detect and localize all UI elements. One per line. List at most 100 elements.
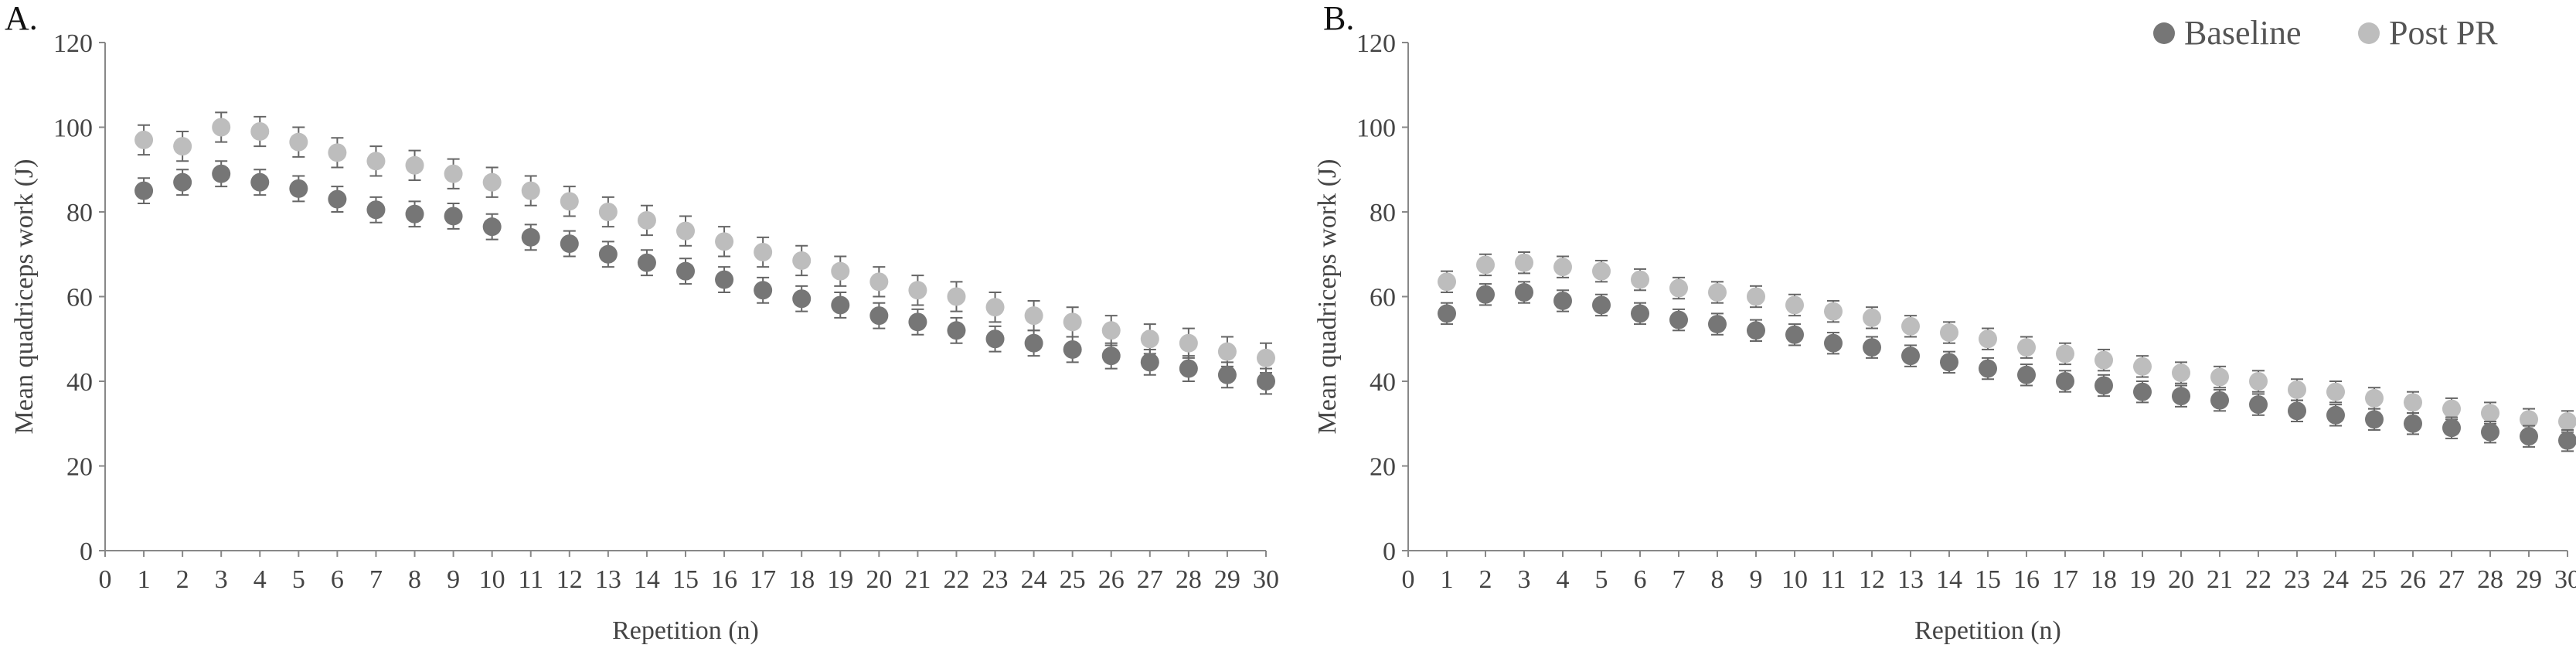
x-tick-label: 22 (943, 565, 969, 594)
data-point-post-pr (1631, 270, 1649, 289)
data-point-post-pr (2558, 412, 2576, 432)
x-tick-label: 12 (1859, 565, 1885, 594)
data-point-post-pr (560, 192, 579, 211)
x-tick-label: 2 (176, 565, 189, 594)
data-point-post-pr (598, 203, 618, 221)
y-tick-label: 80 (1370, 199, 1396, 227)
y-tick-label: 100 (53, 114, 93, 143)
data-point-baseline (869, 306, 889, 326)
x-tick-label: 6 (1634, 565, 1647, 594)
data-point-baseline (1824, 333, 1843, 353)
x-axis-title: Repetition (n) (1914, 616, 2061, 645)
data-point-post-pr (1257, 348, 1275, 367)
x-tick-label: 21 (904, 565, 931, 594)
data-point-post-pr (947, 287, 966, 306)
data-point-baseline (2520, 427, 2538, 446)
data-point-post-pr (2094, 350, 2113, 370)
data-point-post-pr (444, 164, 463, 183)
data-point-post-pr (2365, 388, 2384, 408)
data-point-post-pr (212, 118, 231, 137)
data-point-baseline (1140, 353, 1159, 372)
data-point-baseline (715, 270, 734, 289)
data-point-baseline (521, 227, 540, 247)
x-tick-label: 12 (556, 565, 583, 594)
data-point-baseline (1940, 353, 1958, 372)
data-point-post-pr (1063, 312, 1082, 332)
data-point-post-pr (1024, 306, 1043, 326)
x-tick-label: 14 (1936, 565, 1962, 594)
x-tick-label: 29 (2516, 565, 2542, 594)
y-tick-label: 120 (1356, 29, 1396, 58)
data-point-post-pr (637, 210, 656, 230)
data-point-baseline (444, 206, 463, 226)
data-point-baseline (1553, 291, 1572, 310)
x-tick-label: 7 (369, 565, 383, 594)
x-tick-label: 23 (2284, 565, 2310, 594)
data-point-baseline (2365, 410, 2384, 429)
data-point-post-pr (1979, 329, 1997, 349)
y-tick-label: 0 (1383, 538, 1396, 566)
data-point-baseline (2288, 401, 2306, 421)
legend-marker-baseline (2153, 22, 2175, 44)
x-tick-label: 24 (2322, 565, 2349, 594)
data-point-post-pr (1438, 272, 1456, 292)
data-point-baseline (637, 253, 656, 272)
data-point-post-pr (173, 137, 192, 156)
data-point-post-pr (2442, 399, 2461, 418)
data-point-post-pr (2404, 393, 2422, 412)
panel-label: B. (1323, 0, 1354, 37)
x-tick-label: 21 (2207, 565, 2233, 594)
data-point-post-pr (792, 251, 812, 270)
data-point-post-pr (1901, 316, 1920, 336)
data-point-post-pr (1217, 342, 1237, 361)
data-point-post-pr (2017, 338, 2036, 357)
data-point-baseline (1631, 304, 1649, 323)
data-point-baseline (1592, 295, 1611, 315)
y-axis-title: Mean quadriceps work (J) (1313, 159, 1342, 435)
legend-marker-post-pr (2358, 22, 2380, 44)
data-point-baseline (947, 321, 966, 340)
x-tick-label: 24 (1021, 565, 1047, 594)
x-tick-label: 30 (2554, 565, 2576, 594)
y-tick-label: 40 (1370, 368, 1396, 397)
x-tick-label: 17 (2052, 565, 2078, 594)
x-tick-label: 18 (788, 565, 815, 594)
x-tick-label: 3 (1518, 565, 1531, 594)
data-point-post-pr (1140, 329, 1159, 349)
data-point-post-pr (521, 181, 540, 200)
x-tick-label: 4 (1557, 565, 1570, 594)
x-tick-label: 7 (1673, 565, 1686, 594)
x-tick-label: 9 (1750, 565, 1763, 594)
data-point-baseline (134, 181, 154, 200)
data-point-baseline (1438, 304, 1456, 323)
data-point-post-pr (1476, 255, 1495, 275)
x-tick-label: 19 (827, 565, 853, 594)
x-tick-label: 2 (1479, 565, 1492, 594)
x-tick-label: 0 (99, 565, 112, 594)
x-tick-label: 8 (1711, 565, 1724, 594)
x-tick-label: 0 (1402, 565, 1415, 594)
data-point-baseline (676, 261, 695, 281)
data-point-post-pr (985, 298, 1005, 317)
data-point-post-pr (134, 130, 154, 149)
x-tick-label: 29 (1214, 565, 1240, 594)
data-point-baseline (985, 329, 1005, 349)
data-point-post-pr (289, 132, 308, 152)
x-tick-label: 5 (292, 565, 305, 594)
y-tick-label: 40 (66, 368, 93, 397)
x-tick-label: 26 (1098, 565, 1125, 594)
panel-label: A. (5, 0, 38, 37)
data-point-baseline (1979, 359, 1997, 378)
data-point-baseline (2210, 391, 2229, 410)
data-point-post-pr (2520, 410, 2538, 429)
data-point-post-pr (1669, 278, 1688, 298)
x-tick-label: 23 (982, 565, 1009, 594)
data-point-post-pr (1101, 321, 1121, 340)
x-tick-label: 11 (1821, 565, 1846, 594)
data-point-baseline (2017, 365, 2036, 384)
data-point-baseline (1785, 325, 1804, 344)
x-tick-label: 8 (408, 565, 421, 594)
